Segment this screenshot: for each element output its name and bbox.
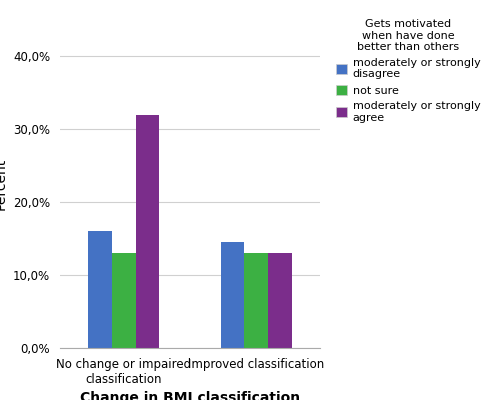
Bar <box>88 231 112 348</box>
Bar <box>112 253 136 348</box>
Legend: moderately or strongly
disagree, not sure, moderately or strongly
agree: moderately or strongly disagree, not sur… <box>336 19 480 123</box>
Bar <box>268 253 292 348</box>
Bar <box>220 242 244 348</box>
X-axis label: Change in BMI classification: Change in BMI classification <box>80 391 300 400</box>
Y-axis label: Percent: Percent <box>0 158 8 210</box>
Bar <box>244 253 268 348</box>
Bar <box>136 115 160 348</box>
